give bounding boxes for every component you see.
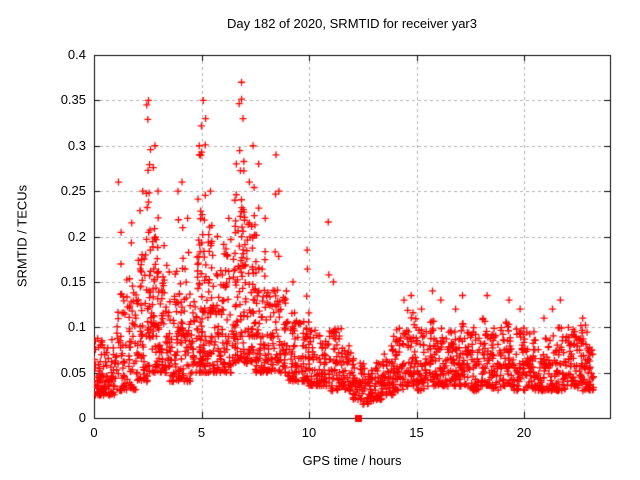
x-tick-label: 5 bbox=[197, 425, 206, 440]
x-tick-label: 0 bbox=[90, 425, 98, 440]
y-tick-label: 0.25 bbox=[60, 183, 86, 199]
y-tick-label: 0.3 bbox=[67, 137, 86, 153]
y-tick-label: 0.05 bbox=[60, 364, 86, 380]
y-axis-label: SRMTID / TECUs bbox=[14, 184, 30, 288]
y-tick-label: 0.15 bbox=[60, 273, 86, 289]
y-tick-label: 0.35 bbox=[60, 92, 86, 108]
x-tick-label: 15 bbox=[409, 425, 424, 440]
y-tick-label: 0.2 bbox=[67, 228, 86, 244]
y-tick-label: 0 bbox=[78, 410, 86, 425]
y-tick-label: 0.4 bbox=[67, 47, 86, 62]
x-tick-label: 20 bbox=[516, 425, 532, 440]
chart-title: Day 182 of 2020, SRMTID for receiver yar… bbox=[227, 16, 477, 31]
x-axis-label: GPS time / hours bbox=[302, 453, 402, 468]
y-tick-label: 0.1 bbox=[67, 319, 86, 335]
x-tick-label: 10 bbox=[301, 425, 317, 440]
